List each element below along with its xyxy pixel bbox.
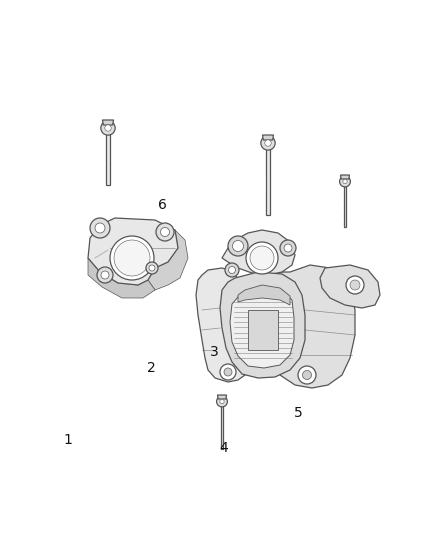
Text: 5: 5 — [293, 406, 302, 420]
Circle shape — [217, 396, 227, 407]
Circle shape — [228, 236, 248, 256]
Polygon shape — [262, 135, 273, 140]
Polygon shape — [218, 395, 226, 399]
Circle shape — [156, 223, 174, 241]
Circle shape — [284, 244, 292, 252]
Circle shape — [250, 246, 274, 270]
Circle shape — [101, 271, 109, 279]
Polygon shape — [263, 265, 355, 388]
Text: 2: 2 — [147, 361, 155, 375]
Circle shape — [95, 223, 105, 233]
Circle shape — [298, 366, 316, 384]
Polygon shape — [230, 288, 294, 368]
Circle shape — [224, 368, 232, 376]
Circle shape — [303, 370, 311, 379]
Text: 1: 1 — [64, 433, 72, 447]
Circle shape — [149, 265, 155, 271]
Circle shape — [225, 263, 239, 277]
Circle shape — [233, 240, 244, 252]
Circle shape — [146, 262, 158, 274]
Circle shape — [105, 125, 111, 131]
Text: 3: 3 — [210, 345, 219, 359]
Circle shape — [280, 240, 296, 256]
Text: 6: 6 — [158, 198, 166, 212]
Bar — [106, 130, 110, 185]
Circle shape — [220, 399, 224, 403]
Text: 4: 4 — [219, 441, 228, 455]
Bar — [343, 183, 346, 227]
Bar — [221, 403, 223, 449]
Polygon shape — [196, 268, 250, 382]
Polygon shape — [320, 265, 380, 308]
Polygon shape — [88, 218, 178, 285]
Circle shape — [97, 267, 113, 283]
Circle shape — [350, 280, 360, 290]
Polygon shape — [220, 272, 305, 378]
Circle shape — [160, 228, 170, 237]
Circle shape — [346, 276, 364, 294]
Bar — [248, 310, 278, 350]
Circle shape — [110, 236, 154, 280]
Circle shape — [90, 218, 110, 238]
Polygon shape — [102, 120, 113, 125]
Circle shape — [261, 136, 275, 150]
Circle shape — [265, 140, 271, 146]
Polygon shape — [238, 285, 290, 305]
Circle shape — [339, 176, 350, 187]
Polygon shape — [88, 258, 155, 298]
Circle shape — [343, 179, 347, 184]
Polygon shape — [148, 230, 188, 290]
Polygon shape — [340, 175, 350, 179]
Circle shape — [114, 240, 150, 276]
Circle shape — [246, 242, 278, 274]
Circle shape — [220, 364, 236, 380]
Polygon shape — [222, 230, 295, 275]
Bar — [266, 145, 270, 215]
Circle shape — [101, 121, 115, 135]
Circle shape — [229, 266, 236, 273]
